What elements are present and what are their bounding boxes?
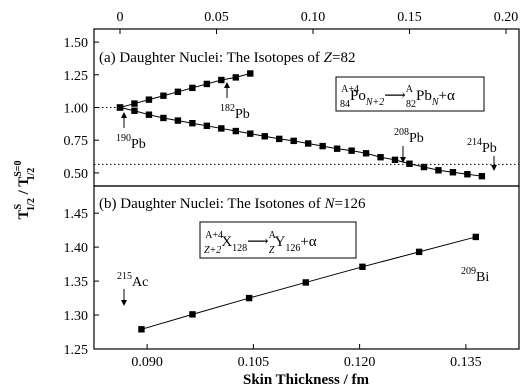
svg-text:209Bi: 209Bi (461, 266, 489, 285)
panel-b-y-tick-label: 1.35 (64, 275, 89, 290)
top-x-tick-label: 0.15 (397, 10, 422, 25)
panel-b-x-tick-label: 0.135 (450, 355, 482, 370)
panel-b-equation: A+4 Z+2X128⟶A ZY126+α (204, 230, 317, 256)
panel-b-data-point (302, 279, 309, 286)
panel-a-y-tick-label: 1.00 (64, 102, 89, 117)
panel-a-data-point (261, 133, 268, 140)
panel-a-title: (a) Daughter Nuclei: The Isotopes of Z=8… (99, 50, 355, 66)
panel-a-data-point (131, 100, 138, 107)
panel-a-data-point (203, 80, 211, 88)
panel-a: 0.50 0.75 1.00 1.25 1.50 (a) Daughter Nuclei… (64, 36, 519, 182)
panel-a-data-point (247, 70, 254, 77)
panel-b-data-point (189, 311, 196, 318)
label-182pb: 182Pb (220, 82, 250, 122)
panel-a-data-point (160, 114, 167, 122)
panel-a-data-point (131, 107, 138, 114)
panel-b-y-tick-label: 1.45 (64, 207, 89, 222)
panel-a-equation: A+4 84PoN+2⟶A 82PbN+α (340, 84, 455, 110)
panel-a-data-point (218, 76, 225, 84)
panel-a-data-point (247, 130, 254, 137)
panel-b-x-tick-label: 0.090 (131, 355, 163, 370)
panel-b-y-tick-label: 1.40 (64, 241, 89, 256)
panel-a-data-point (478, 172, 486, 180)
panel-a-equation-box (335, 76, 485, 112)
panel-b-y-tick-label: 1.30 (64, 309, 89, 324)
y-axis-title: TS 1/2 / TS=0 1/2 (13, 160, 37, 219)
panel-b-frame (93, 185, 520, 350)
svg-text:182Pb: 182Pb (220, 103, 250, 122)
panel-b: 1.25 1.30 1.35 1.40 1.45 0.090 0.105 0.120 0.13… (64, 196, 490, 370)
top-x-tick-label: 0.20 (494, 10, 519, 25)
panel-a-data-point (362, 150, 370, 157)
panel-a-data-point (348, 147, 355, 154)
panel-a-data-point (174, 88, 182, 95)
panel-a-data-point (304, 140, 312, 147)
top-x-tick-label: 0.10 (301, 10, 326, 25)
top-x-axis: 0 0.05 0.10 0.15 0.20 (117, 10, 519, 34)
svg-text:215Ac: 215Ac (117, 271, 148, 290)
panel-b-data-point (138, 326, 145, 333)
svg-text:208Pb: 208Pb (394, 127, 424, 146)
panel-b-data-point (245, 294, 253, 302)
top-x-tick-label: 0.05 (204, 10, 229, 25)
panel-a-data-point (406, 160, 413, 167)
panel-a-y-tick-label: 0.75 (64, 134, 89, 149)
panel-b-x-tick-label: 0.120 (344, 355, 376, 370)
panel-b-equation-box (199, 221, 357, 259)
panel-a-data-point (160, 92, 167, 99)
top-x-tick-label: 0 (117, 10, 124, 25)
panel-a-data-point (189, 120, 196, 127)
label-215ac: 215Ac (117, 271, 148, 306)
panel-a-data-point (189, 84, 196, 92)
label-209bi: 209Bi (461, 266, 489, 285)
label-214pb: 214Pb (467, 137, 497, 171)
panel-a-data-point (174, 117, 182, 124)
panel-b-data-point (472, 233, 479, 241)
panel-a-y-tick-label: 0.50 (64, 167, 89, 182)
panel-a-data-point (319, 142, 326, 150)
panel-b-data-point (359, 263, 366, 271)
panel-a-data-point (116, 104, 124, 111)
panel-a-data-point (218, 125, 225, 132)
panel-a-series-line (119, 107, 482, 177)
panel-a-series-line (119, 73, 251, 108)
label-190pb: 190Pb (116, 112, 146, 152)
panel-b-title: (b) Daughter Nuclei: The Isotones of N=1… (99, 196, 366, 212)
x-axis-title: Skin Thickness / fm (243, 372, 370, 388)
panel-a-data-point (420, 163, 428, 171)
panel-a-data-point (391, 156, 399, 164)
label-208pb: 208Pb (394, 127, 424, 163)
panel-a-y-tick-label: 1.50 (64, 36, 89, 51)
panel-b-data-point (415, 248, 423, 256)
panel-a-data-point (145, 111, 153, 118)
panel-a-data-point (377, 154, 384, 161)
panel-a-data-point (276, 135, 283, 143)
panel-a-data-point (203, 122, 211, 130)
panel-b-x-tick-label: 0.105 (238, 355, 270, 370)
svg-text:190Pb: 190Pb (116, 133, 146, 152)
panel-a-data-point (232, 127, 239, 135)
panel-a-y-tick-label: 1.25 (64, 69, 89, 84)
panel-a-data-point (435, 167, 442, 174)
panel-a-data-point (145, 96, 153, 103)
panel-a-data-point (290, 137, 297, 145)
panel-a-data-point (449, 169, 457, 176)
svg-text:214Pb: 214Pb (467, 137, 497, 156)
panel-b-y-tick-label: 1.25 (64, 343, 89, 358)
panel-a-data-point (464, 171, 471, 178)
panel-a-data-point (232, 74, 239, 81)
panel-a-data-point (333, 145, 341, 152)
